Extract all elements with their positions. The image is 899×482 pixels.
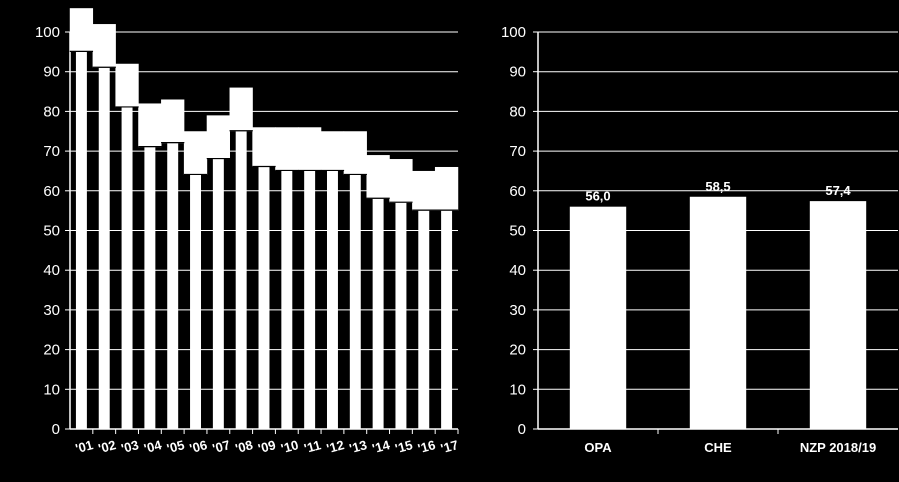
category-label: NZP 2018/19 bbox=[800, 440, 876, 455]
bar bbox=[372, 198, 384, 429]
year-label: '05 bbox=[165, 437, 186, 456]
bar bbox=[395, 202, 407, 429]
bar bbox=[167, 143, 179, 429]
range-band bbox=[115, 63, 139, 108]
year-label: '16 bbox=[416, 437, 437, 456]
bar bbox=[418, 210, 430, 429]
bar bbox=[212, 159, 224, 430]
left-y-tick-label: 40 bbox=[43, 262, 60, 279]
range-band bbox=[69, 8, 94, 52]
category-label: CHE bbox=[704, 440, 732, 455]
range-band bbox=[275, 127, 299, 171]
left-bar-chart: 0 10 20 30 40 50 60 70 80 90 100 '01'02'03'04'05'06… bbox=[35, 8, 460, 456]
range-band bbox=[138, 103, 162, 148]
bar bbox=[326, 170, 338, 429]
bar bbox=[349, 174, 361, 429]
left-y-tick-label: 0 bbox=[52, 421, 60, 438]
right-y-tick-label: 50 bbox=[509, 223, 526, 240]
year-label: '06 bbox=[188, 437, 209, 456]
right-y-tick-label: 20 bbox=[509, 342, 526, 359]
range-band bbox=[92, 24, 116, 68]
year-label: '04 bbox=[142, 437, 164, 456]
bar bbox=[281, 170, 293, 429]
bar bbox=[569, 206, 627, 429]
left-y-tick-label: 10 bbox=[43, 381, 60, 398]
range-band bbox=[389, 159, 413, 203]
right-y-tick-label: 60 bbox=[509, 183, 526, 200]
bar bbox=[689, 196, 747, 429]
year-label: '17 bbox=[439, 437, 460, 456]
year-label: '08 bbox=[234, 437, 255, 456]
year-label: '03 bbox=[119, 437, 140, 456]
bar bbox=[809, 201, 867, 429]
year-label: '01 bbox=[74, 437, 95, 456]
range-band bbox=[343, 131, 367, 175]
right-y-tick-label: 40 bbox=[509, 262, 526, 279]
range-band bbox=[366, 155, 390, 199]
year-label: '09 bbox=[256, 437, 277, 456]
year-label: '07 bbox=[211, 437, 232, 456]
bar bbox=[258, 166, 270, 430]
left-y-tick-label: 80 bbox=[43, 103, 60, 120]
data-label: 57,4 bbox=[825, 183, 851, 198]
range-band bbox=[320, 131, 345, 171]
right-y-tick-label: 70 bbox=[509, 143, 526, 160]
range-band bbox=[161, 99, 185, 144]
data-label: 58,5 bbox=[705, 179, 730, 194]
bar bbox=[441, 210, 453, 429]
left-y-tick-label: 30 bbox=[43, 302, 60, 319]
range-band bbox=[252, 127, 276, 167]
year-label: '13 bbox=[348, 437, 369, 456]
right-bar-chart: 0 10 20 30 40 50 60 70 80 90 100 56,0 OPA 58,5 CHE 57,4… bbox=[501, 24, 898, 455]
year-label: '11 bbox=[302, 437, 322, 456]
left-y-tick-label: 90 bbox=[43, 64, 60, 81]
left-y-tick-label: 100 bbox=[35, 24, 60, 41]
bar bbox=[121, 107, 133, 430]
right-y-tick-label: 80 bbox=[509, 103, 526, 120]
bar bbox=[190, 174, 202, 429]
bar bbox=[144, 147, 156, 429]
bar bbox=[235, 131, 247, 429]
range-band bbox=[412, 170, 436, 211]
year-label: '12 bbox=[325, 437, 346, 456]
range-band bbox=[206, 115, 230, 160]
data-label: 56,0 bbox=[585, 189, 610, 204]
right-y-tick-label: 90 bbox=[509, 64, 526, 81]
right-y-tick-label: 0 bbox=[518, 421, 526, 438]
right-y-tick-label: 100 bbox=[501, 24, 526, 41]
right-y-tick-label: 10 bbox=[509, 381, 526, 398]
left-y-tick-label: 70 bbox=[43, 143, 60, 160]
range-band bbox=[183, 131, 208, 175]
range-band bbox=[298, 127, 322, 171]
category-label: OPA bbox=[584, 440, 612, 455]
bar bbox=[98, 67, 110, 429]
year-label: '15 bbox=[393, 437, 414, 456]
range-band bbox=[434, 166, 459, 211]
right-y-tick-label: 30 bbox=[509, 302, 526, 319]
year-label: '10 bbox=[279, 437, 300, 456]
year-label: '14 bbox=[371, 437, 393, 456]
bar bbox=[75, 51, 87, 429]
bar bbox=[304, 170, 316, 429]
left-y-tick-label: 60 bbox=[43, 183, 60, 200]
range-band bbox=[229, 87, 253, 132]
left-y-tick-label: 50 bbox=[43, 223, 60, 240]
left-y-tick-label: 20 bbox=[43, 342, 60, 359]
year-label: '02 bbox=[97, 437, 118, 456]
